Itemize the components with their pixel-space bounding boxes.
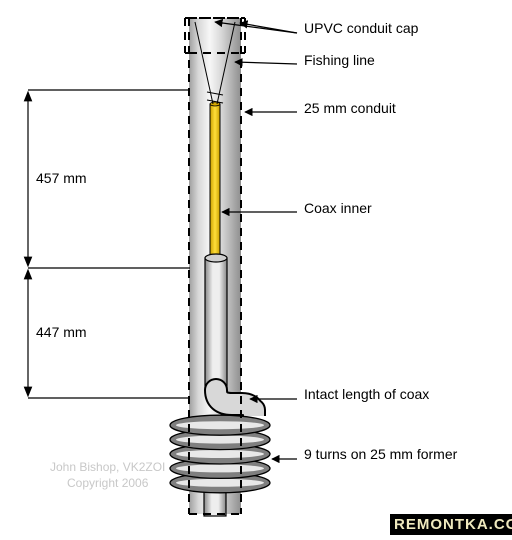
label-intact-coax: Intact length of coax — [304, 386, 429, 402]
coax-coil — [170, 414, 270, 494]
label-turns: 9 turns on 25 mm former — [304, 446, 457, 462]
coax-inner — [210, 102, 220, 272]
label-cap: UPVC conduit cap — [304, 20, 418, 36]
dimension-lines — [28, 90, 190, 398]
label-fishing-line: Fishing line — [304, 52, 375, 68]
credit-text: John Bishop, VK2ZOICopyright 2006 — [50, 460, 165, 491]
label-conduit: 25 mm conduit — [304, 100, 396, 116]
dim-bottom: 447 mm — [36, 324, 87, 340]
watermark: REMONTKA.COM — [390, 514, 512, 535]
dim-top: 457 mm — [36, 170, 87, 186]
label-coax-inner: Coax inner — [304, 200, 372, 216]
